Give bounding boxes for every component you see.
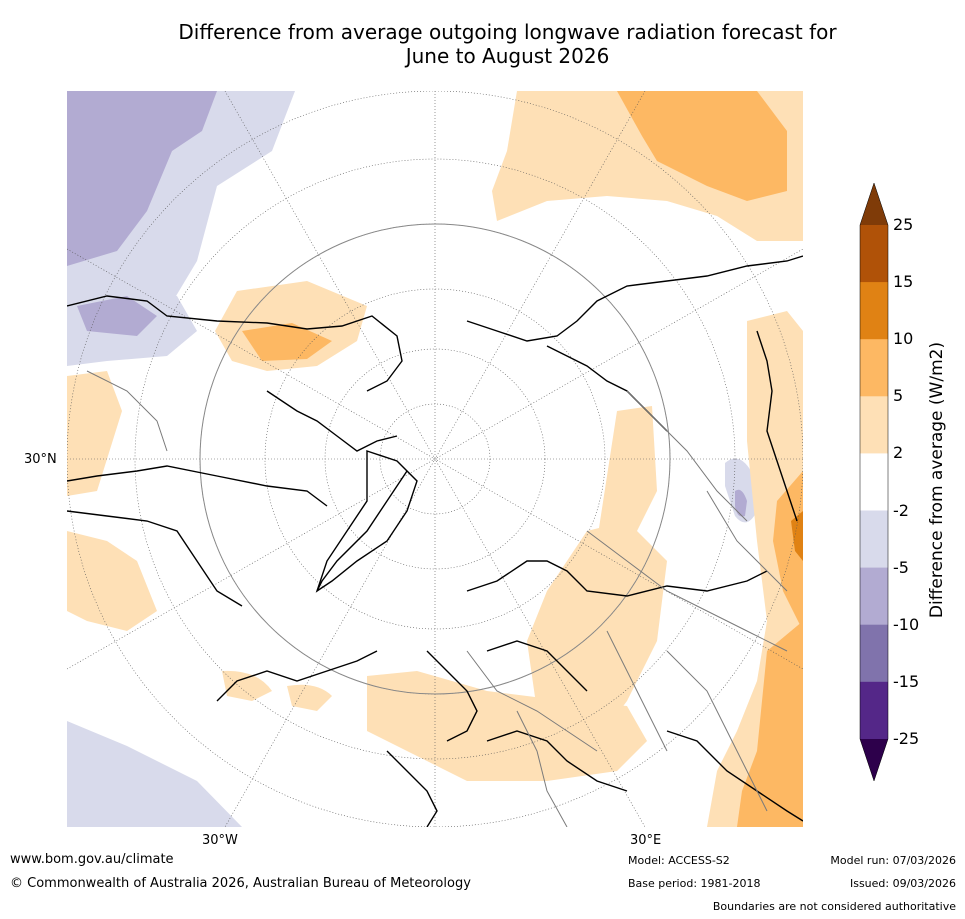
colorbar-block — [860, 339, 888, 397]
colorbar-title: Difference from average (W/m2) — [927, 341, 947, 619]
colorbar-block — [860, 225, 888, 283]
colorbar-block — [860, 453, 888, 511]
colorbar-blocks — [860, 225, 888, 740]
colorbar-block — [860, 510, 888, 569]
colorbar-tick-label: -25 — [893, 728, 920, 748]
colorbar-block — [860, 396, 888, 454]
country-boundaries — [86, 370, 788, 827]
colorbar-tick-label: 5 — [893, 386, 904, 406]
footer-issued: Issued: 09/03/2026 — [849, 877, 956, 890]
footer-model-run: Model run: 07/03/2026 — [830, 854, 956, 867]
latitude-label-30n: 30°N — [24, 452, 57, 467]
footer-website: www.bom.gov.au/climate — [10, 852, 174, 867]
polar-map — [67, 91, 803, 827]
colorbar-under-triangle — [860, 739, 888, 781]
colorbar-tick-label: -10 — [893, 614, 920, 634]
colorbar-outline — [859, 182, 889, 782]
colorbar-tick-label: -15 — [893, 671, 920, 691]
colorbar-block — [860, 282, 888, 340]
longitude-label-30e: 30°E — [630, 833, 662, 848]
positive-anomaly-regions — [67, 91, 803, 827]
map-title-line-1: Difference from average outgoing longwav… — [178, 20, 837, 44]
map-title: Difference from average outgoing longwav… — [0, 20, 965, 68]
polar-map-canvas — [67, 91, 803, 827]
colorbar-block — [860, 681, 888, 740]
coastlines — [67, 255, 803, 827]
colorbar-block — [860, 624, 888, 683]
colorbar-over-triangle — [860, 183, 888, 225]
footer-disclaimer: Boundaries are not considered authoritat… — [712, 900, 956, 913]
colorbar-tick-label: 10 — [893, 329, 914, 349]
colorbar-tick-label: 2 — [893, 443, 904, 463]
colorbar-tick-label: 25 — [893, 215, 914, 234]
arctic-circle-line — [199, 223, 671, 695]
colorbar-block — [860, 567, 888, 626]
footer-base-period: Base period: 1981-2018 — [628, 877, 761, 890]
footer-model: Model: ACCESS-S2 — [628, 854, 730, 867]
colorbar-tick-label: 15 — [893, 272, 914, 292]
map-title-line-2: June to August 2026 — [405, 44, 610, 68]
colorbar-tick-label: -2 — [893, 500, 909, 520]
longitude-label-30w: 30°W — [202, 833, 238, 848]
footer-copyright: © Commonwealth of Australia 2026, Austra… — [10, 876, 471, 891]
colorbar-tick-label: -5 — [893, 557, 909, 577]
